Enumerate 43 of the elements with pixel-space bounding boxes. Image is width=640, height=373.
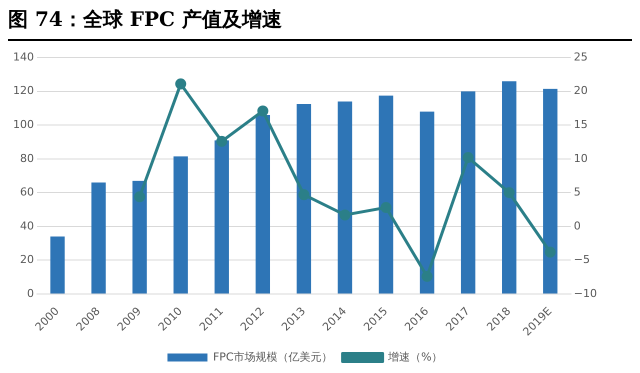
y2-tick-label: 0 (574, 219, 581, 232)
bar (502, 81, 516, 294)
y-tick-label: 140 (12, 50, 34, 64)
point (216, 136, 228, 147)
y2-tick-label: −5 (574, 253, 590, 266)
y-tick-label: 100 (12, 118, 34, 131)
bar (420, 112, 434, 294)
point (175, 78, 186, 90)
y2-tick-label: −10 (574, 286, 598, 300)
bar (543, 88, 558, 294)
y-tick-label: 120 (12, 84, 34, 98)
bar (256, 115, 270, 294)
legend-label: FPC市场规模（亿美元） (212, 350, 333, 364)
y2-tick-label: 20 (574, 84, 588, 98)
bar (132, 180, 147, 294)
y-tick-label: 20 (20, 253, 34, 266)
bar (378, 96, 394, 294)
bar (91, 182, 106, 294)
point (422, 270, 433, 282)
point (544, 246, 556, 258)
y2-tick-label: 25 (574, 50, 588, 64)
bar (338, 101, 352, 294)
bar (460, 91, 476, 294)
point (504, 187, 515, 198)
point (298, 189, 310, 200)
point (380, 202, 392, 214)
y-tick-label: 0 (26, 286, 34, 300)
point (257, 105, 268, 116)
bar (214, 140, 229, 294)
point (462, 152, 474, 164)
chart-title: 图 74：全球 FPC 产值及增速 (8, 6, 632, 41)
y-tick-label: 60 (20, 186, 34, 199)
y2-tick-label: 5 (574, 186, 581, 199)
point (134, 191, 146, 202)
point (339, 209, 350, 220)
y-tick-label: 80 (20, 152, 34, 165)
bar (50, 236, 65, 294)
bar (296, 104, 312, 294)
y2-tick-label: 15 (574, 118, 588, 131)
y2-tick-label: 10 (574, 152, 588, 165)
y-tick-label: 40 (20, 219, 34, 232)
bar (174, 156, 188, 294)
legend-label: 增速（%） (387, 350, 443, 364)
